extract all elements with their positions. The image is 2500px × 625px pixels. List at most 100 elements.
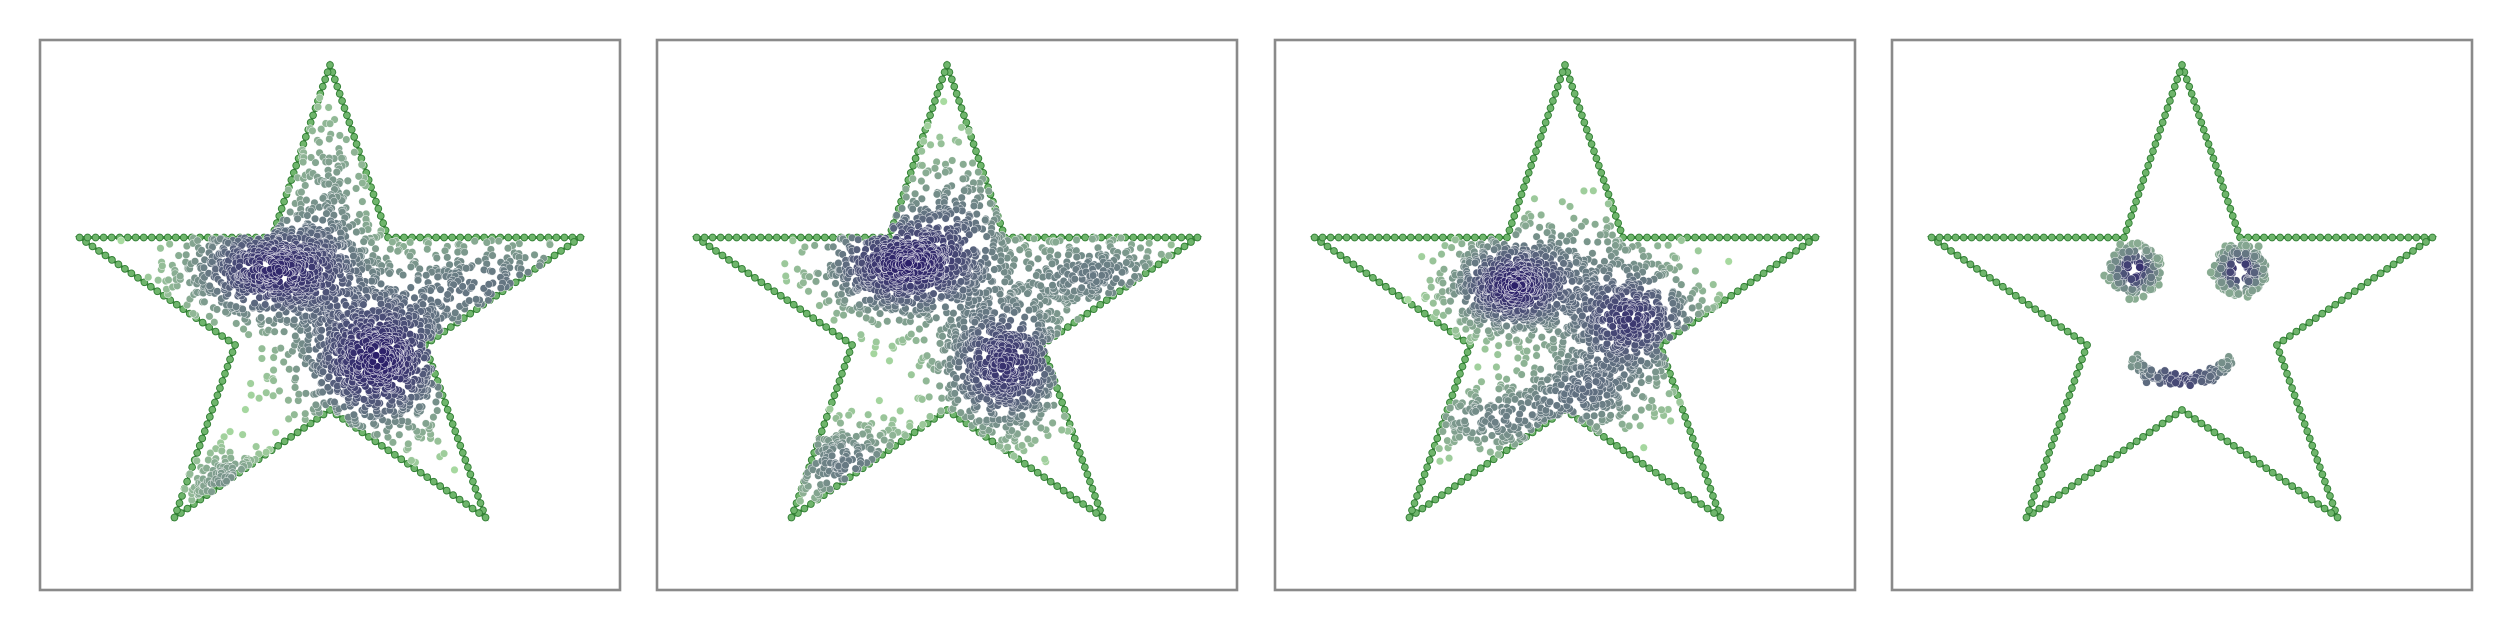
boundary-point [195,441,204,450]
boundary-point [1161,233,1170,242]
boundary-point [960,111,968,120]
sample-point [1694,246,1703,255]
sample-point [488,251,497,260]
boundary-point [804,233,813,242]
sample-point [358,197,367,206]
sample-point [1053,251,1062,260]
boundary-point [1703,504,1712,513]
boundary-point [205,413,214,421]
sample-point [405,251,414,260]
boundary-point [829,233,837,242]
boundary-point [1651,233,1659,242]
sample-point [280,327,289,336]
sample-point [837,290,846,299]
boundary-point [376,212,385,220]
sample-point [189,309,198,318]
boundary-point [1671,482,1680,491]
sample-point [413,276,423,285]
boundary-point [228,348,237,357]
boundary-point [153,287,162,296]
sample-point [1403,295,1413,304]
sample-point [854,235,863,244]
sample-point [164,275,173,284]
sample-point [443,253,452,262]
boundary-point [763,282,772,291]
sample-point [337,154,346,163]
sample-point [920,335,929,345]
boundary-point [323,68,332,77]
sample-point [925,392,934,401]
boundary-point [1418,504,1427,513]
sample-point [1089,271,1098,280]
boundary-point [1690,495,1699,504]
sample-point [1040,455,1049,464]
sample-point [1426,276,1435,285]
sample-point [832,309,841,318]
sample-point [1565,202,1575,211]
boundary-point [213,391,222,400]
sample-point [1048,281,1057,290]
boundary-point [471,484,480,493]
boundary-point [1746,278,1755,287]
boundary-point [952,89,961,98]
sample-point [436,285,445,294]
sample-point [781,272,790,281]
sample-point [279,357,288,367]
boundary-point [1787,233,1796,242]
sample-point [939,97,948,106]
boundary-point [1102,296,1111,305]
sample-point [197,246,206,255]
sample-point [325,372,334,381]
boundary-point [1463,233,1471,242]
sample-point [976,186,985,195]
sample-point [834,259,843,268]
sample-point [917,177,926,186]
sample-point [851,464,860,473]
boundary-point [1575,104,1584,112]
boundary-point [943,61,951,69]
sample-point [875,396,884,405]
sample-point [301,409,310,418]
boundary-point [183,504,192,513]
boundary-point [211,398,219,407]
boundary-point [926,111,934,120]
sample-point [814,269,823,278]
boundary-point [1664,477,1673,486]
boundary-point [1625,450,1634,459]
boundary-point [1430,233,1439,242]
sample-point [892,211,901,220]
sample-point [256,313,265,322]
boundary-point [443,405,452,414]
sample-point [1164,251,1173,260]
sample-point [1097,271,1106,280]
sample-point [948,156,957,165]
sample-point [470,237,479,246]
boundary-point [321,75,330,84]
sample-point [324,179,333,189]
boundary-point [911,154,920,163]
sample-point [488,267,497,276]
boundary-point [274,441,283,450]
boundary-point [1517,190,1526,199]
boundary-point [1083,470,1092,479]
boundary-point [1606,437,1615,446]
sample-point [206,449,215,458]
sample-point [1579,186,1588,195]
sample-point [284,185,293,194]
boundary-point [350,133,359,141]
sample-point [294,390,303,399]
sample-point [465,296,474,305]
boundary-point [1505,226,1514,235]
boundary-point [301,133,310,141]
boundary-point [1423,463,1431,472]
sample-point [941,302,950,311]
boundary-point [1394,291,1403,300]
sample-point [200,297,209,306]
boundary-point [724,233,733,242]
sample-point [1002,305,1011,314]
boundary-point [1336,251,1345,260]
sample-point [984,187,993,196]
sample-point [176,272,185,281]
sample-point [357,160,366,169]
sample-point [1015,245,1024,254]
